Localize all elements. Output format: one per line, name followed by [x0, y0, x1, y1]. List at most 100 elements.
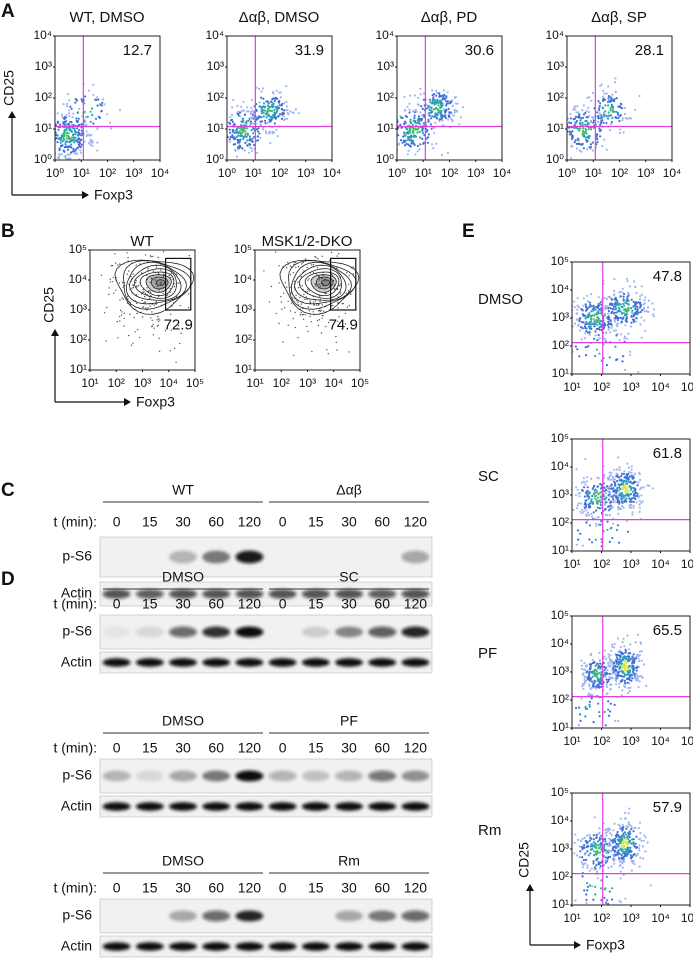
row-label: p-S6	[62, 623, 92, 639]
event-dot	[590, 502, 592, 504]
event-dot	[110, 127, 112, 129]
band	[335, 551, 363, 564]
event-dot	[336, 342, 337, 343]
event-dot	[101, 104, 103, 106]
band	[169, 551, 197, 564]
event-dot	[422, 132, 424, 134]
event-dot	[612, 523, 614, 525]
event-dot	[577, 325, 579, 327]
event-dot	[624, 314, 626, 316]
event-dot	[136, 264, 137, 265]
event-dot	[593, 854, 595, 856]
event-dot	[408, 103, 410, 105]
event-dot	[263, 115, 265, 117]
event-dot	[298, 287, 299, 288]
event-dot	[72, 133, 74, 135]
event-dot	[250, 123, 252, 125]
event-dot	[641, 676, 643, 678]
event-dot	[587, 316, 589, 318]
event-dot	[616, 475, 618, 477]
event-dot	[584, 503, 586, 505]
event-dot	[608, 844, 610, 846]
event-dot	[631, 662, 633, 664]
event-dot	[597, 840, 599, 842]
y-axis-label: CD25	[1, 70, 17, 106]
event-dot	[441, 117, 443, 119]
event-dot	[588, 331, 590, 333]
event-dot	[604, 99, 606, 101]
band	[335, 771, 363, 782]
event-dot	[434, 100, 436, 102]
event-dot	[585, 136, 587, 138]
x-tick-label: 10¹	[415, 166, 432, 180]
event-dot	[618, 686, 620, 688]
event-dot	[635, 679, 637, 681]
y-tick-label: 10²	[552, 338, 569, 352]
event-dot	[622, 840, 624, 842]
event-dot	[579, 713, 581, 715]
event-dot	[63, 135, 65, 137]
y-tick-label: 10²	[552, 692, 569, 706]
event-dot	[406, 106, 408, 108]
x-axis-label: Foxp3	[136, 394, 175, 410]
event-dot	[446, 103, 448, 105]
event-dot	[617, 513, 619, 515]
event-dot	[618, 307, 620, 309]
event-dot	[607, 104, 609, 106]
event-dot	[580, 840, 582, 842]
event-dot	[377, 117, 379, 119]
event-dot	[598, 305, 600, 307]
event-dot	[598, 303, 600, 305]
event-dot	[613, 290, 615, 292]
x-tick-label: 10¹	[81, 376, 98, 390]
event-dot	[154, 304, 155, 305]
event-dot	[588, 538, 590, 540]
event-dot	[256, 152, 258, 154]
event-dot	[636, 667, 638, 669]
event-dot	[636, 310, 638, 312]
event-dot	[453, 115, 455, 117]
event-dot	[607, 856, 609, 858]
time-point: 30	[341, 596, 357, 612]
event-dot	[612, 308, 614, 310]
event-dot	[301, 276, 302, 277]
event-dot	[631, 674, 633, 676]
event-dot	[147, 307, 148, 308]
x-tick-label: 10¹	[563, 557, 580, 571]
event-dot	[311, 264, 312, 265]
band	[136, 802, 164, 810]
event-dot	[593, 682, 595, 684]
event-dot	[593, 850, 595, 852]
event-dot	[560, 117, 562, 119]
event-dot	[153, 328, 154, 329]
event-dot	[444, 116, 446, 118]
event-dot	[599, 851, 601, 853]
event-dot	[332, 275, 333, 276]
y-tick-label: 10³	[35, 59, 52, 73]
event-dot	[309, 310, 310, 311]
event-dot	[317, 258, 318, 259]
event-dot	[624, 680, 626, 682]
event-dot	[616, 473, 618, 475]
event-dot	[619, 865, 621, 867]
band	[368, 942, 396, 950]
event-dot	[588, 673, 590, 675]
event-dot	[400, 139, 402, 141]
time-point: 30	[175, 880, 191, 896]
event-dot	[134, 317, 135, 318]
event-dot	[637, 371, 639, 373]
event-dot	[588, 115, 590, 117]
event-dot	[606, 686, 608, 688]
event-dot	[583, 844, 585, 846]
event-dot	[420, 105, 422, 107]
event-dot	[611, 117, 613, 119]
event-dot	[589, 302, 591, 304]
event-dot	[121, 311, 122, 312]
event-dot	[52, 118, 54, 120]
event-dot	[625, 491, 627, 493]
event-dot	[603, 324, 605, 326]
event-dot	[598, 128, 600, 130]
event-dot	[630, 854, 632, 856]
event-dot	[606, 673, 608, 675]
event-dot	[225, 108, 227, 110]
